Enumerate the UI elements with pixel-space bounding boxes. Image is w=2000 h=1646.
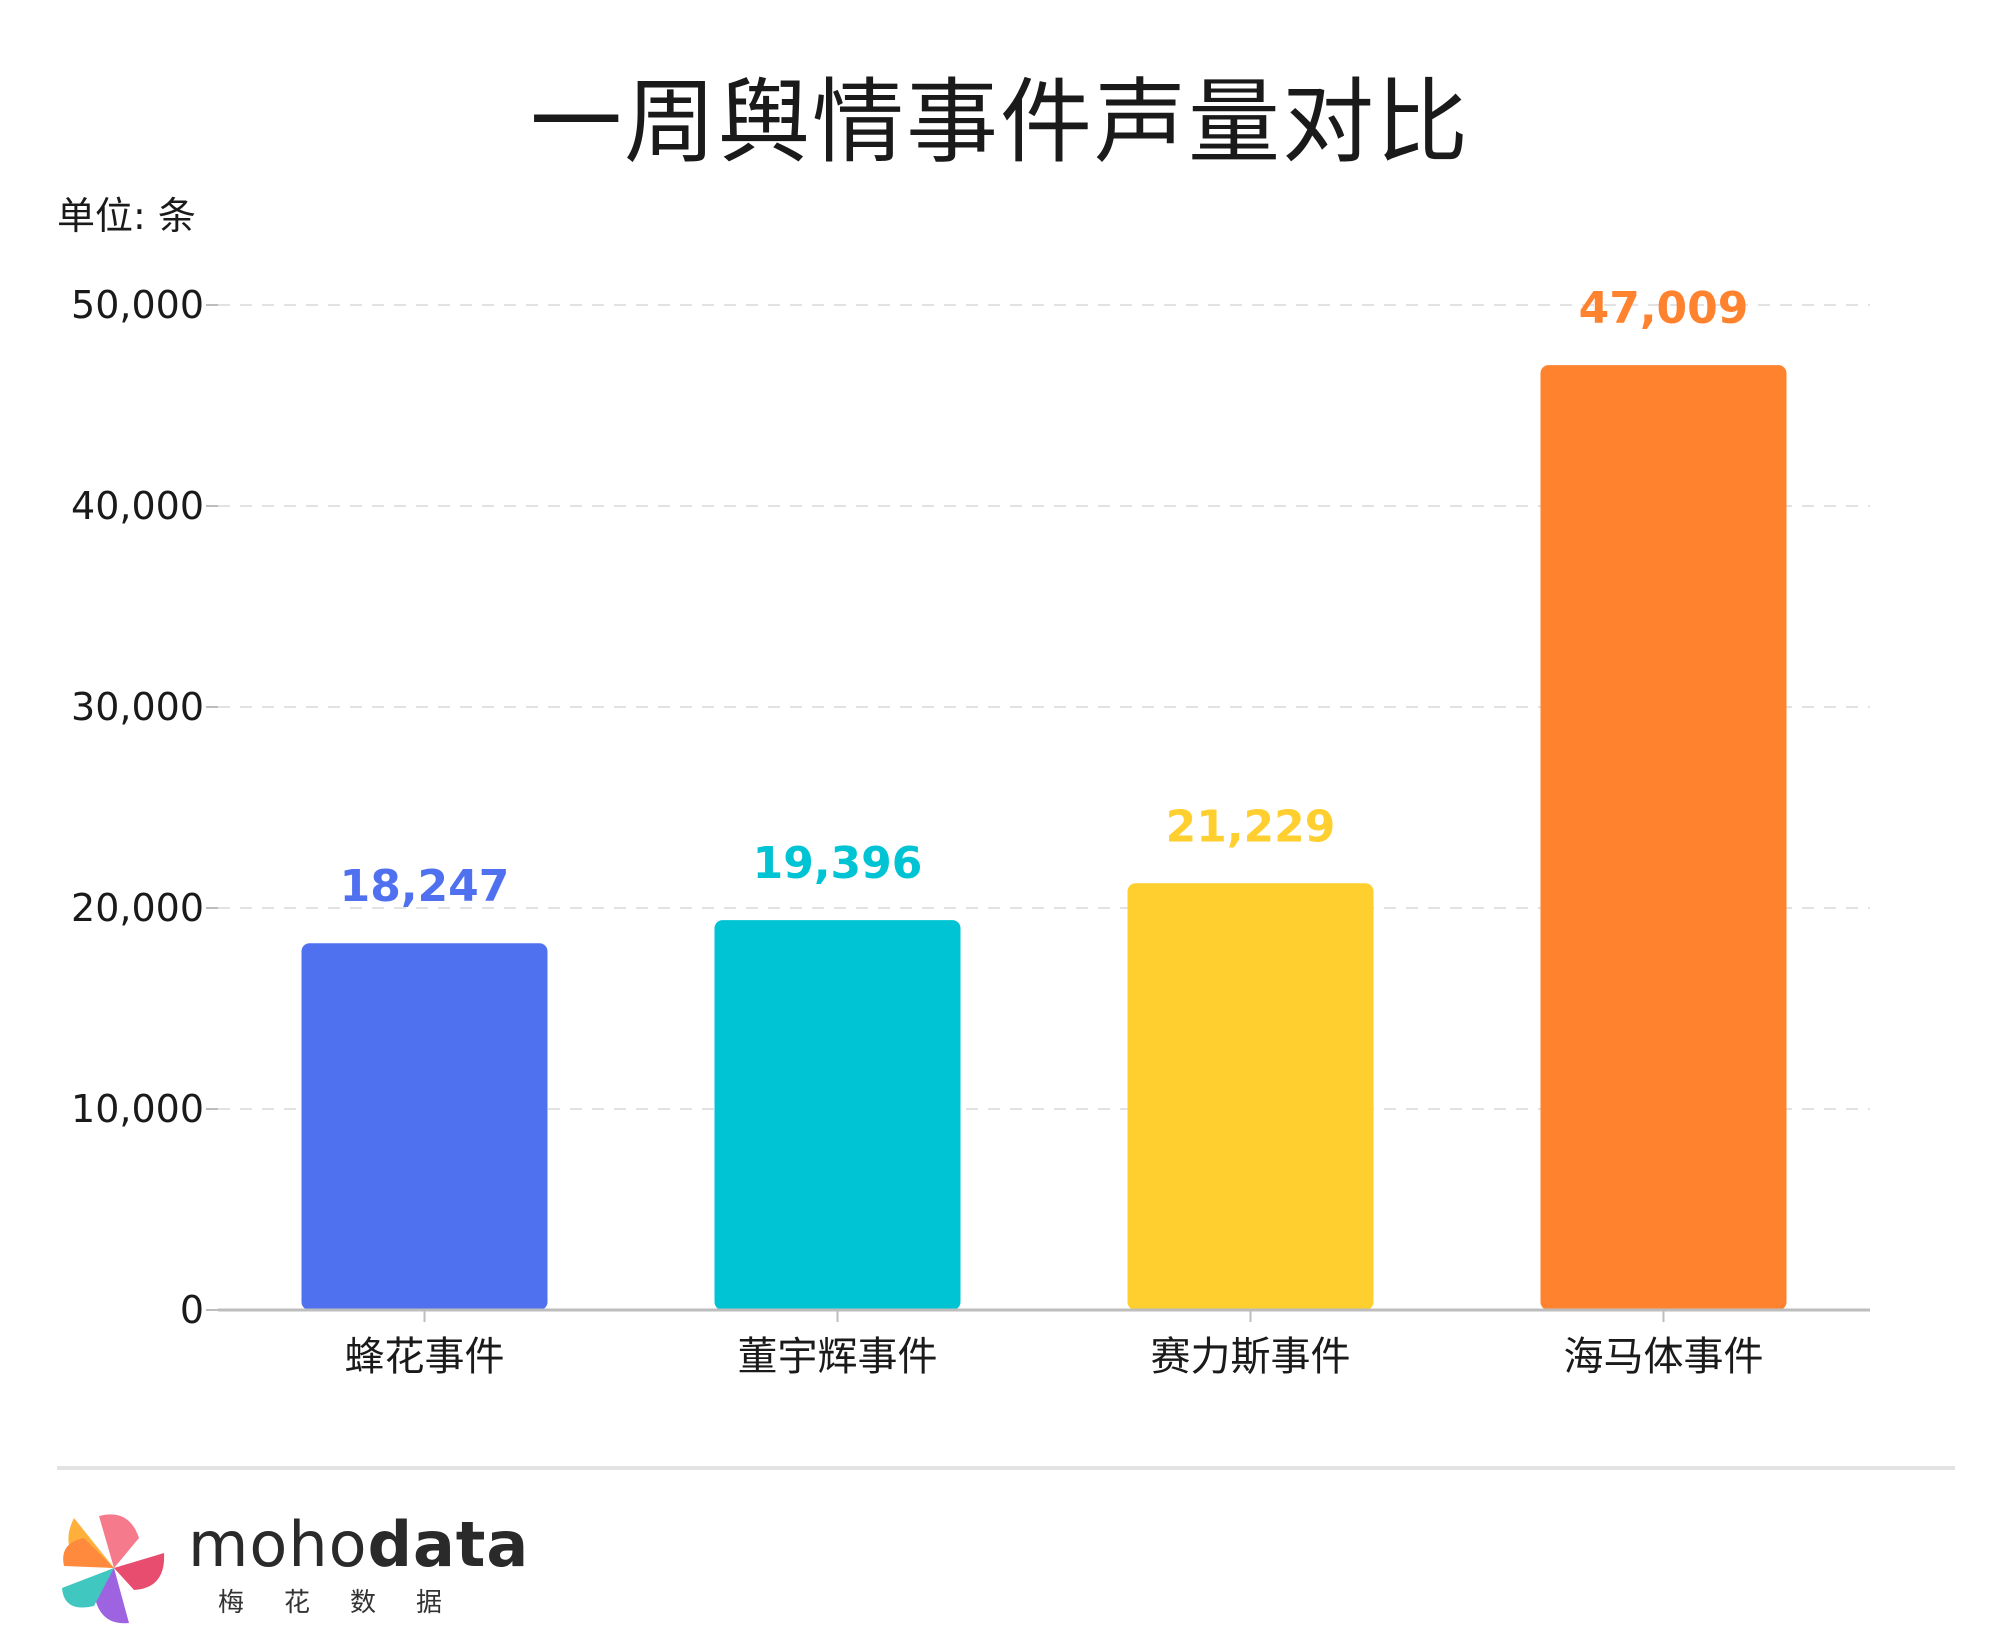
bars [301,365,1787,1310]
value-labels: 18,247 19,396 21,229 47,009 [340,283,1749,912]
bar-value-label: 21,229 [1166,801,1336,852]
y-tick-label: 40,000 [71,484,204,528]
brand-name-part2: data [367,1508,530,1581]
bar-1 [301,943,548,1310]
y-tick-label: 30,000 [71,685,204,729]
x-tick-label: 赛力斯事件 [1151,1334,1351,1380]
y-tick-label: 10,000 [71,1087,204,1131]
brand-name-part1: moho [188,1508,368,1581]
bar-4 [1540,365,1787,1310]
x-axis-ticks: 蜂花事件 董宇辉事件 赛力斯事件 海马体事件 [345,1310,1764,1380]
bar-3 [1127,883,1374,1310]
bar-value-label: 47,009 [1579,283,1749,334]
y-axis-ticks: 0 10,000 20,000 30,000 40,000 50,000 [71,283,218,1332]
brand-name-chinese: 梅花数据 [218,1588,483,1618]
x-tick-label: 海马体事件 [1564,1334,1764,1380]
chart-title: 一周舆情事件声量对比 [529,69,1470,176]
bar-value-label: 19,396 [753,838,923,889]
pinwheel-logo-icon [62,1514,165,1624]
bar-2 [714,920,961,1310]
brand-name: mohodata [188,1508,529,1581]
x-tick-label: 蜂花事件 [345,1334,505,1380]
x-tick-label: 董宇辉事件 [738,1334,938,1380]
bar-value-label: 18,247 [340,861,510,912]
y-tick-label: 20,000 [71,886,204,930]
footer-divider [57,1466,1955,1470]
y-tick-label: 50,000 [71,283,204,327]
y-tick-label: 0 [180,1288,204,1332]
unit-label: 单位: 条 [57,194,196,238]
bar-chart: 0 10,000 20,000 30,000 40,000 50,000 18,247 19… [71,283,1870,1380]
